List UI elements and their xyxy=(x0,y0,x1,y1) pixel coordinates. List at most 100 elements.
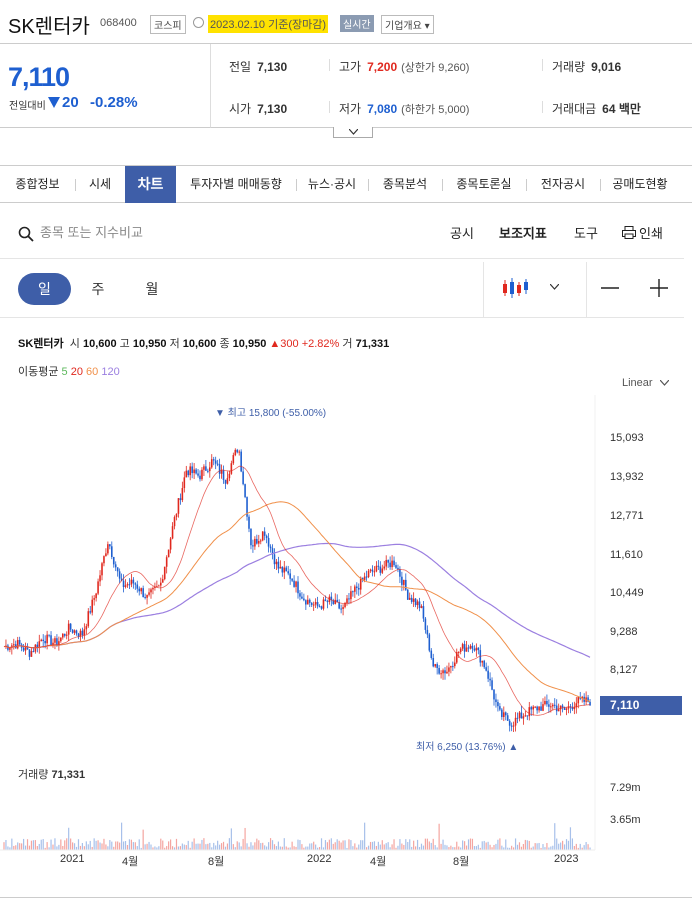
company-overview-label: 기업개요 xyxy=(385,21,422,32)
compare-search[interactable]: 종목 또는 지수비교 xyxy=(18,222,143,242)
volume-bar xyxy=(364,822,366,850)
volume-bar xyxy=(362,840,364,850)
tab-overview[interactable]: 종합정보 xyxy=(15,177,60,191)
candlestick-type-icon[interactable] xyxy=(502,276,528,300)
zoom-out-icon[interactable] xyxy=(601,279,619,297)
candle-body xyxy=(146,594,148,598)
candle-body xyxy=(342,607,344,610)
volume-bar xyxy=(258,840,260,850)
tab-discussion[interactable]: 종목토론실 xyxy=(456,177,512,191)
candle-body xyxy=(528,707,531,717)
period-month-button[interactable]: 월 xyxy=(145,281,159,297)
volume-bar xyxy=(387,842,389,850)
tools-button[interactable]: 도구 xyxy=(574,226,598,241)
volume-bar xyxy=(160,838,162,850)
y-tick: 9,288 xyxy=(610,626,638,638)
volume-bar xyxy=(416,839,419,850)
candle-body xyxy=(201,469,203,480)
candle-body xyxy=(455,652,458,663)
volume-bar xyxy=(107,846,109,850)
zoom-in-icon[interactable] xyxy=(650,279,668,297)
y-tick: 13,932 xyxy=(610,471,644,483)
divider xyxy=(75,179,76,191)
volume-bar xyxy=(383,844,385,850)
price-chart[interactable] xyxy=(0,395,692,855)
expand-toggle[interactable] xyxy=(333,127,373,138)
volume-bar xyxy=(83,846,85,850)
disclosure-button[interactable]: 공시 xyxy=(450,226,474,241)
volume-bar xyxy=(415,846,417,850)
volume-bar xyxy=(30,840,33,850)
volume-bar xyxy=(24,845,27,850)
indicator-button[interactable]: 보조지표 xyxy=(499,226,547,241)
volume-bar xyxy=(119,842,121,850)
tab-news[interactable]: 뉴스·공시 xyxy=(307,177,357,191)
period-day-button[interactable]: 일 xyxy=(18,273,71,305)
candle-body xyxy=(383,566,386,569)
diff-label: 전일대비 xyxy=(9,101,46,112)
print-button[interactable]: 인쇄 xyxy=(622,223,663,242)
candle-body xyxy=(89,611,92,613)
tab-investor-trend[interactable]: 투자자별 매매동향 xyxy=(190,177,282,191)
candle-body xyxy=(44,640,46,644)
volume-bar xyxy=(385,843,387,850)
volume-bar xyxy=(250,842,252,850)
last-price-tag: 7,110 xyxy=(600,696,682,715)
volume-bar xyxy=(226,843,229,850)
volume-bar xyxy=(38,843,40,850)
volume-bar xyxy=(530,847,532,850)
realtime-button[interactable]: 실시간 xyxy=(340,15,374,32)
moving-average-legend[interactable]: 이동평균 5 20 60 120 xyxy=(18,366,120,378)
candle-body xyxy=(316,602,319,607)
candle-body xyxy=(446,671,448,674)
divider xyxy=(600,179,601,191)
candle-body xyxy=(9,647,11,650)
y-tick: 10,449 xyxy=(610,587,644,599)
tab-chart[interactable]: 차트 xyxy=(125,166,176,203)
company-overview-button[interactable]: 기업개요 ▾ xyxy=(381,15,434,34)
price-change-pct: -0.28% xyxy=(90,94,138,111)
volume-bar xyxy=(471,838,474,850)
candle-body xyxy=(473,648,476,651)
candle-body xyxy=(277,561,280,569)
candle-body xyxy=(218,464,221,474)
tab-quotes[interactable]: 시세 xyxy=(88,177,112,191)
volume-bar xyxy=(336,839,338,850)
candle-body xyxy=(142,588,144,597)
candle-body xyxy=(60,637,62,642)
candle-body xyxy=(212,459,215,461)
volume-bar xyxy=(166,846,168,850)
chevron-down-icon[interactable] xyxy=(550,284,559,290)
tab-e-disclosure[interactable]: 전자공시 xyxy=(540,177,586,191)
volume-bar xyxy=(467,839,470,850)
candle-body xyxy=(185,470,188,478)
volume-bar xyxy=(301,844,303,850)
volume-bar xyxy=(136,846,138,850)
candle-body xyxy=(293,580,295,587)
volume-bar xyxy=(391,844,393,850)
volume-bar xyxy=(217,840,219,850)
candle-body xyxy=(126,584,129,586)
volume-bar xyxy=(201,839,203,850)
volume-bar xyxy=(507,847,509,850)
volume-bar xyxy=(132,842,134,850)
tab-analysis[interactable]: 종목분석 xyxy=(382,177,428,191)
volume-bar xyxy=(26,839,29,850)
volume-bar xyxy=(11,838,13,850)
volume-bar xyxy=(224,846,227,850)
volume-bar xyxy=(524,839,526,850)
volume-bar xyxy=(489,844,491,850)
volume-bar xyxy=(328,839,330,850)
tab-short-selling[interactable]: 공매도현황 xyxy=(612,177,668,191)
candle-body xyxy=(236,449,239,453)
candle-body xyxy=(209,467,211,472)
volume-bar xyxy=(23,838,25,850)
candle-body xyxy=(271,548,274,555)
volume-bar xyxy=(309,843,311,850)
base-date: 2023.02.10 기준(장마감) xyxy=(208,15,329,33)
candle-body xyxy=(344,602,346,608)
scale-mode-select[interactable]: Linear xyxy=(622,377,670,389)
period-week-button[interactable]: 주 xyxy=(91,281,105,297)
candle-body xyxy=(575,703,578,708)
candle-body xyxy=(548,704,550,707)
